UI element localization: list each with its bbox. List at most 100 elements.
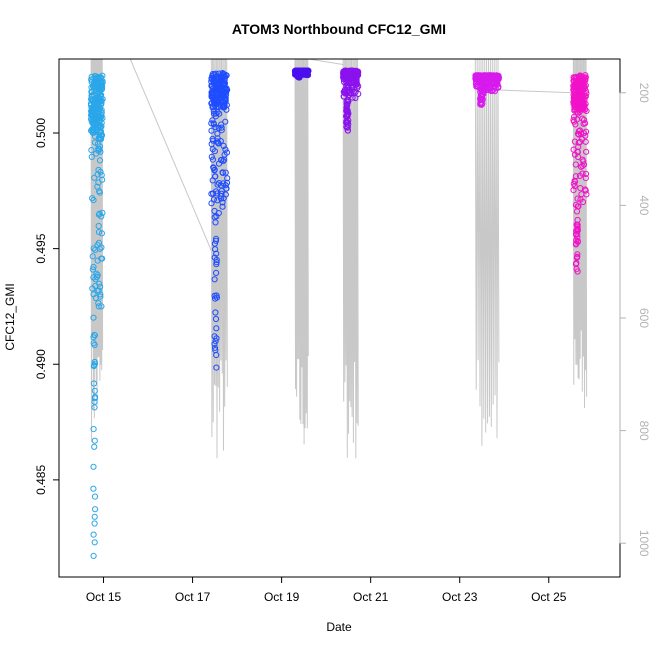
data-point bbox=[574, 195, 581, 202]
data-point bbox=[220, 142, 227, 149]
data-point bbox=[303, 71, 310, 78]
data-point bbox=[574, 251, 581, 258]
series-3 bbox=[340, 67, 362, 134]
data-point bbox=[578, 92, 586, 99]
data-point bbox=[295, 68, 302, 75]
y2-tick-label: 800 bbox=[637, 421, 650, 441]
data-point bbox=[580, 161, 588, 168]
data-point bbox=[91, 395, 99, 402]
y2-tick-label: 400 bbox=[637, 195, 650, 215]
x-tick-label: Oct 21 bbox=[353, 590, 389, 604]
data-point bbox=[91, 387, 98, 394]
data-point bbox=[216, 75, 223, 82]
chart-title: ATOM3 Northbound CFC12_GMI bbox=[232, 21, 446, 37]
data-point bbox=[579, 198, 587, 206]
data-point bbox=[95, 229, 103, 236]
series-1 bbox=[208, 70, 231, 371]
data-point bbox=[582, 175, 589, 182]
x-tick-label: Oct 15 bbox=[86, 590, 122, 604]
data-point bbox=[91, 174, 98, 181]
data-point bbox=[208, 89, 215, 96]
data-point bbox=[292, 67, 299, 75]
data-point bbox=[208, 190, 215, 197]
x-axis: Oct 15 Oct 17 Oct 19 Oct 21 Oct 23 Oct 25 bbox=[86, 576, 567, 604]
data-point bbox=[98, 230, 106, 237]
data-point bbox=[218, 124, 225, 131]
y-axis: 0.485 0.490 0.495 0.500 bbox=[34, 118, 60, 495]
data-point bbox=[342, 90, 349, 97]
data-point bbox=[213, 325, 220, 332]
data-point bbox=[577, 185, 584, 192]
data-point bbox=[576, 127, 584, 134]
data-point bbox=[573, 254, 581, 261]
data-point bbox=[97, 75, 104, 82]
y-tick-label: 0.485 bbox=[34, 465, 48, 495]
data-point bbox=[210, 196, 217, 203]
data-point bbox=[223, 149, 230, 156]
series-2 bbox=[291, 67, 312, 81]
x-tick-label: Oct 19 bbox=[264, 590, 300, 604]
data-point bbox=[211, 148, 218, 155]
data-point bbox=[298, 67, 306, 75]
data-point bbox=[213, 294, 220, 301]
data-point bbox=[88, 147, 95, 154]
data-point bbox=[99, 209, 106, 216]
data-point bbox=[92, 294, 99, 301]
data-point bbox=[476, 76, 483, 83]
data-point bbox=[211, 276, 218, 283]
data-point bbox=[208, 127, 215, 134]
data-point bbox=[91, 437, 98, 444]
data-point bbox=[354, 69, 361, 76]
y-tick-label: 0.495 bbox=[34, 233, 48, 263]
data-point bbox=[583, 148, 590, 155]
data-point bbox=[96, 106, 104, 113]
data-point bbox=[213, 188, 220, 195]
data-point bbox=[219, 169, 226, 176]
data-point bbox=[222, 169, 229, 176]
data-point bbox=[91, 404, 98, 411]
data-point bbox=[344, 101, 351, 108]
data-point bbox=[211, 344, 219, 351]
data-point bbox=[479, 75, 486, 82]
data-point bbox=[570, 87, 578, 94]
data-point bbox=[581, 74, 588, 81]
data-point bbox=[576, 97, 583, 104]
data-point bbox=[95, 287, 102, 294]
data-point bbox=[343, 71, 350, 78]
data-point bbox=[485, 80, 492, 87]
data-point bbox=[90, 552, 97, 560]
data-point bbox=[572, 241, 580, 248]
data-point bbox=[95, 239, 103, 246]
data-point bbox=[578, 83, 585, 90]
data-point bbox=[570, 95, 577, 102]
data-point bbox=[95, 303, 102, 310]
data-point bbox=[208, 120, 215, 127]
data-point bbox=[342, 67, 349, 74]
data-point bbox=[489, 87, 496, 94]
data-point bbox=[483, 75, 490, 82]
data-point bbox=[219, 203, 226, 210]
data-point bbox=[90, 197, 97, 204]
data-point bbox=[92, 506, 99, 513]
data-point bbox=[221, 156, 228, 163]
series-0 bbox=[88, 72, 106, 560]
y-axis-label: CFC12_GMI bbox=[3, 283, 17, 350]
data-point bbox=[573, 208, 581, 215]
data-point bbox=[96, 280, 103, 287]
data-point bbox=[211, 333, 218, 340]
y2-axis: 200 400 600 800 1000 bbox=[619, 83, 650, 557]
data-point bbox=[212, 237, 220, 244]
y2-tick-label: 200 bbox=[637, 83, 650, 103]
data-point bbox=[90, 531, 97, 538]
data-point bbox=[91, 493, 99, 500]
data-point bbox=[91, 520, 98, 527]
y2-tick-label: 600 bbox=[637, 308, 650, 328]
data-point bbox=[90, 485, 97, 492]
data-point bbox=[354, 81, 361, 88]
data-point bbox=[579, 162, 586, 169]
data-point bbox=[90, 314, 97, 321]
data-point bbox=[582, 128, 590, 135]
data-point bbox=[582, 170, 590, 177]
data-point bbox=[90, 245, 97, 252]
data-point bbox=[96, 210, 103, 217]
